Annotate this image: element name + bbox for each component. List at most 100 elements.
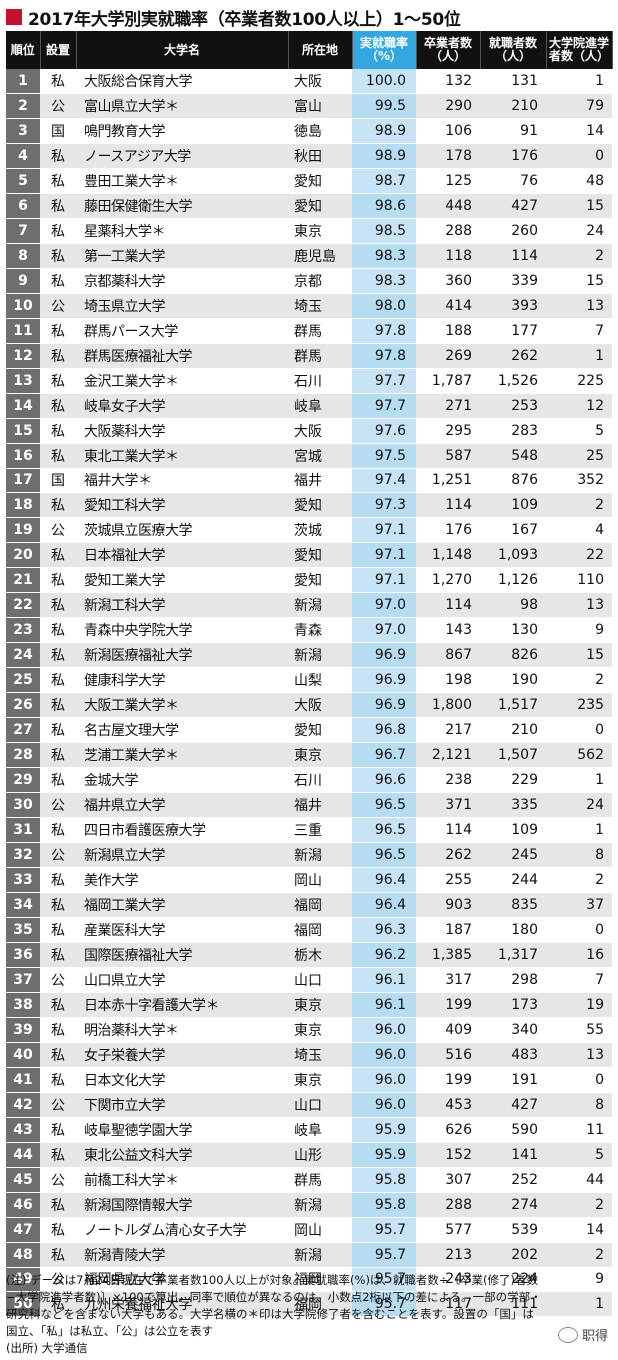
employment-rate-cell: 96.0 [352,1092,416,1118]
grad-school-cell: 5 [546,1142,612,1168]
table-row: 21 私愛知工業大学 愛知 97.1 1,270 1,126 110 [6,567,612,594]
graduates-cell: 255 [416,867,480,893]
table-row: 12 私群馬医療福祉大学 群馬 97.8 269 262 1 [6,343,612,369]
employed-cell: 340 [480,1017,546,1043]
table-row: 32 公新潟県立大学 新潟 96.5 262 245 8 [6,842,612,868]
graduates-cell: 903 [416,892,480,918]
grad-school-cell: 0 [546,717,612,744]
header-pref: 所在地 [288,31,353,69]
employed-cell: 229 [480,767,546,794]
grad-school-cell: 8 [546,842,612,868]
table-row: 2 公富山県立大学＊ 富山 99.5 290 210 79 [6,93,612,119]
prefecture-cell: 栃木 [288,942,352,968]
prefecture-cell: 群馬 [288,318,352,344]
graduates-cell: 117 [416,1291,480,1318]
employment-rate-cell: 97.0 [352,617,416,644]
university-name-cell: 金城大学 [76,767,288,794]
table-row: 47 私ノートルダム清心女子大学 岡山 95.7 577 539 14 [6,1217,612,1243]
university-name-cell: 四日市看護医療大学 [76,817,288,844]
employed-cell: 109 [480,817,546,844]
employment-rate-cell: 95.7 [352,1242,416,1268]
university-name-cell: 女子栄養大学 [76,1042,288,1068]
employed-cell: 483 [480,1042,546,1068]
watermark-text: 职得 [581,1329,608,1344]
employment-rate-cell: 96.1 [352,967,416,993]
rank-cell: 19 [6,517,40,544]
type-cell: 私 [40,717,76,744]
employment-rate-cell: 98.9 [352,143,416,169]
prefecture-cell: 岡山 [288,1217,352,1243]
note-line: 国立、「私」は私立、「公」は公立を表す [6,1324,213,1338]
grad-school-cell: 24 [546,792,612,819]
graduates-cell: 1,800 [416,692,480,719]
employment-rate-cell: 98.6 [352,193,416,219]
grad-school-cell: 352 [546,468,612,494]
rank-cell: 16 [6,443,40,469]
graduates-cell: 1,251 [416,468,480,494]
employed-cell: 1,507 [480,742,546,769]
university-name-cell: 愛知工科大学 [76,492,288,519]
type-cell: 私 [40,617,76,644]
table-row: 13 私金沢工業大学＊ 石川 97.7 1,787 1,526 225 [6,368,612,394]
rank-cell: 44 [6,1142,40,1168]
prefecture-cell: 福岡 [288,892,352,918]
graduates-cell: 587 [416,443,480,469]
employed-cell: 274 [480,1192,546,1218]
graduates-cell: 1,787 [416,368,480,394]
employment-rate-cell: 98.5 [352,218,416,244]
ranking-table: 順位 設置 大学名 所在地 実就職率（%） 卒業者数（人） 就職者数（人） 大学… [6,31,613,1318]
employment-rate-cell: 97.1 [352,517,416,544]
employment-rate-cell: 97.0 [352,592,416,619]
type-cell: 私 [40,867,76,893]
employed-cell: 245 [480,842,546,868]
header-employed: 就職者数（人） [480,31,547,69]
prefecture-cell: 福岡 [288,1291,352,1318]
prefecture-cell: 福井 [288,468,352,494]
rank-cell: 21 [6,567,40,594]
graduates-cell: 290 [416,93,480,119]
employment-rate-cell: 96.7 [352,742,416,769]
graduates-cell: 188 [416,318,480,344]
employment-rate-cell: 96.5 [352,792,416,819]
graduates-cell: 238 [416,767,480,794]
university-name-cell: 大阪工業大学＊ [76,692,288,719]
employed-cell: 76 [480,168,546,194]
rank-cell: 22 [6,592,40,619]
employment-rate-cell: 98.7 [352,168,416,194]
employment-rate-cell: 96.5 [352,817,416,844]
graduates-cell: 453 [416,1092,480,1118]
university-name-cell: 福井県立大学 [76,792,288,819]
graduates-cell: 409 [416,1017,480,1043]
employed-cell: 141 [480,1142,546,1168]
type-cell: 私 [40,592,76,619]
graduates-cell: 187 [416,917,480,943]
table-row: 26 私大阪工業大学＊ 大阪 96.9 1,800 1,517 235 [6,692,612,719]
employed-cell: 131 [480,69,546,94]
type-cell: 公 [40,517,76,544]
university-name-cell: ノートルダム清心女子大学 [76,1217,288,1243]
header-type: 設置 [40,31,77,69]
employment-rate-cell: 96.5 [352,842,416,868]
rank-cell: 8 [6,243,40,269]
note-line: 研究科などを含まない大学もある。大学名横の＊印は大学院修了者を含むことを表す。設… [6,1307,534,1321]
grad-school-cell: 22 [546,542,612,569]
grad-school-cell: 1 [546,343,612,369]
grad-school-cell: 2 [546,667,612,694]
employed-cell: 1,093 [480,542,546,569]
graduates-cell: 243 [416,1267,480,1293]
graduates-cell: 414 [416,293,480,319]
rank-cell: 23 [6,617,40,644]
type-cell: 私 [40,1242,76,1268]
university-name-cell: 豊田工業大学＊ [76,168,288,194]
employment-rate-cell: 95.8 [352,1192,416,1218]
type-cell: 公 [40,293,76,319]
rank-cell: 3 [6,118,40,144]
university-name-cell: 芝浦工業大学＊ [76,742,288,769]
watermark: 职得 [557,1325,608,1344]
employment-rate-cell: 96.9 [352,667,416,694]
university-name-cell: 富山県立大学＊ [76,93,288,119]
employed-cell: 427 [480,1092,546,1118]
type-cell: 私 [40,1067,76,1093]
employed-cell: 835 [480,892,546,918]
type-cell: 私 [40,393,76,419]
